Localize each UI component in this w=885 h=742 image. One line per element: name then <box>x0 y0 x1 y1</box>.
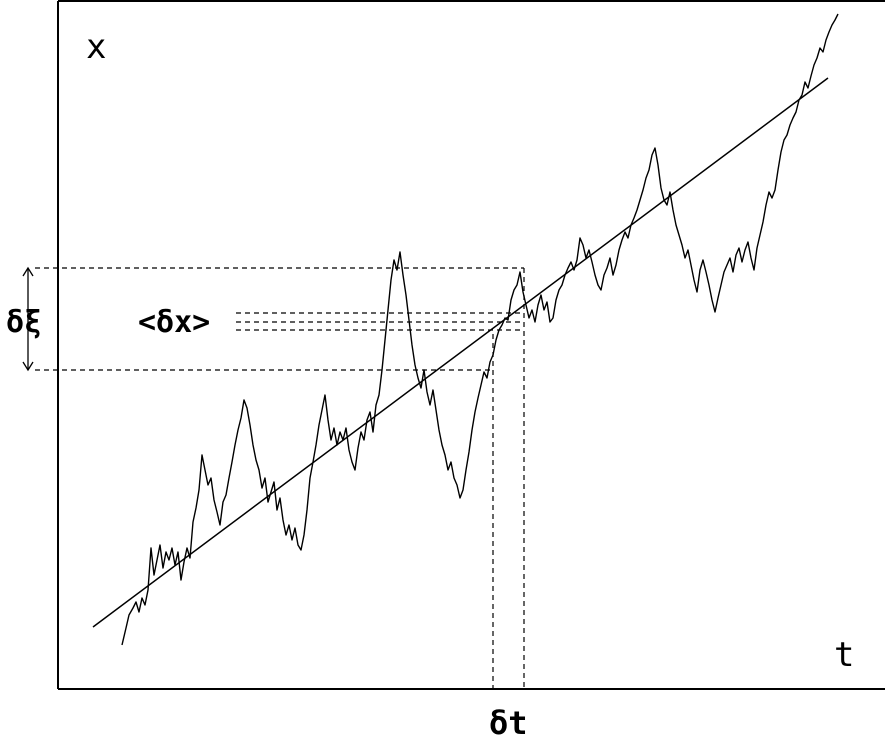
drift-line <box>92 77 829 628</box>
delta-xi-label: δξ <box>6 305 42 340</box>
delta-xi-arrow <box>22 266 34 372</box>
delta-t-label: δt <box>489 704 528 742</box>
y-axis-label: x <box>86 27 106 67</box>
guide-lines <box>35 267 525 689</box>
mean-delta-x-label: <δx> <box>138 305 210 340</box>
random-walk-path <box>121 13 839 646</box>
x-axis-label: t <box>834 635 854 675</box>
